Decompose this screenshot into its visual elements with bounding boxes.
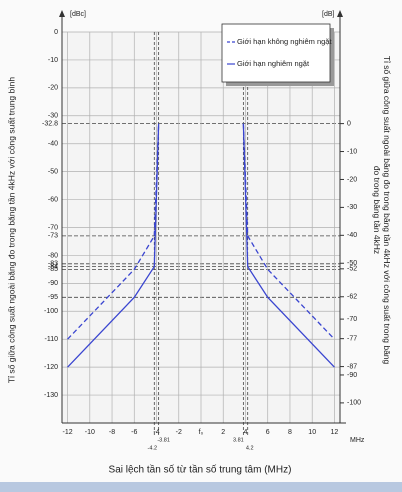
y2-tick-label: -40	[347, 232, 357, 239]
y-tick-label: -80	[48, 252, 58, 259]
x-tick-label: -10	[85, 429, 95, 436]
x-tick-label: 10	[308, 429, 316, 436]
y-tick-label: -84	[48, 263, 58, 270]
y2-tick-label: -70	[347, 316, 357, 323]
y-tick-label: -95	[48, 294, 58, 301]
x-tick-label: 12	[331, 429, 339, 436]
axis-arrow	[337, 10, 343, 17]
y-tick-label: 0	[54, 29, 58, 36]
y-tick-label: -40	[48, 141, 58, 148]
y2-axis-title: đo trong băng tần 4kHz	[372, 166, 382, 254]
y2-tick-label: -30	[347, 204, 357, 211]
y-tick-label: -30	[48, 113, 58, 120]
y-tick-label: -130	[44, 392, 58, 399]
legend-label: Giới hạn nghiêm ngặt	[237, 59, 310, 68]
x-tick-label: -4.2	[148, 445, 157, 451]
y-tick-label: -60	[48, 196, 58, 203]
x-tick-label: 8	[288, 429, 292, 436]
x-tick-label: 4	[244, 429, 248, 436]
y2-tick-label: -10	[347, 148, 357, 155]
x-tick-label: -12	[62, 429, 72, 436]
x-tick-label: -2	[176, 429, 182, 436]
x-tick-label: -6	[131, 429, 137, 436]
x-tick-label: -4	[153, 429, 159, 436]
y2-tick-label: -77	[347, 335, 357, 342]
x-unit: MHz	[350, 437, 365, 444]
x-tick-label: -8	[109, 429, 115, 436]
y2-tick-label: -100	[347, 400, 361, 407]
y2-unit: [dB]	[322, 11, 335, 18]
y2-tick-label: -90	[347, 372, 357, 379]
y-tick-label: -120	[44, 364, 58, 371]
x-axis-title: Sai lệch tần số từ tần số trung tâm (MHz…	[109, 464, 292, 476]
y-tick-label: -83	[48, 261, 58, 268]
y2-tick-label: -87	[347, 363, 357, 370]
x-tick-label: 3.81	[233, 437, 244, 443]
y-tick-label: -10	[48, 57, 58, 64]
x-tick-label: 2	[221, 429, 225, 436]
y2-tick-label: 0	[347, 120, 351, 127]
x-tick-label: -3.81	[157, 437, 170, 443]
y2-tick-label: -62	[347, 294, 357, 301]
x-tick-label: f₀	[199, 429, 204, 436]
y-tick-label: -20	[48, 85, 58, 92]
y2-tick-label: -50	[347, 260, 357, 267]
y-tick-label: -73	[48, 233, 58, 240]
axis-arrow	[59, 10, 65, 17]
y-tick-label: -85	[48, 266, 58, 273]
legend-label: Giới hạn không nghiêm ngặt	[237, 37, 332, 46]
y-tick-label: -70	[48, 224, 58, 231]
y2-tick-label: -20	[347, 176, 357, 183]
x-tick-label: 6	[266, 429, 270, 436]
series-line	[67, 123, 335, 368]
y-tick-label: -32.8	[42, 120, 58, 127]
legend	[221, 23, 331, 83]
y-axis-title: Tỉ số giữa công suất ngoài băng đo trong…	[6, 77, 16, 383]
y2-tick-label: -52	[347, 266, 357, 273]
y-tick-label: -50	[48, 168, 58, 175]
y-tick-label: -90	[48, 280, 58, 287]
x-tick-label: 4.2	[246, 445, 254, 451]
bottom-strip	[0, 482, 402, 492]
y-unit: [dBc]	[70, 11, 86, 18]
y2-axis-title: Tỉ số giữa công suất ngoài băng đo trong…	[382, 56, 392, 365]
y-tick-label: -110	[45, 336, 59, 343]
y-tick-label: -100	[44, 308, 58, 315]
